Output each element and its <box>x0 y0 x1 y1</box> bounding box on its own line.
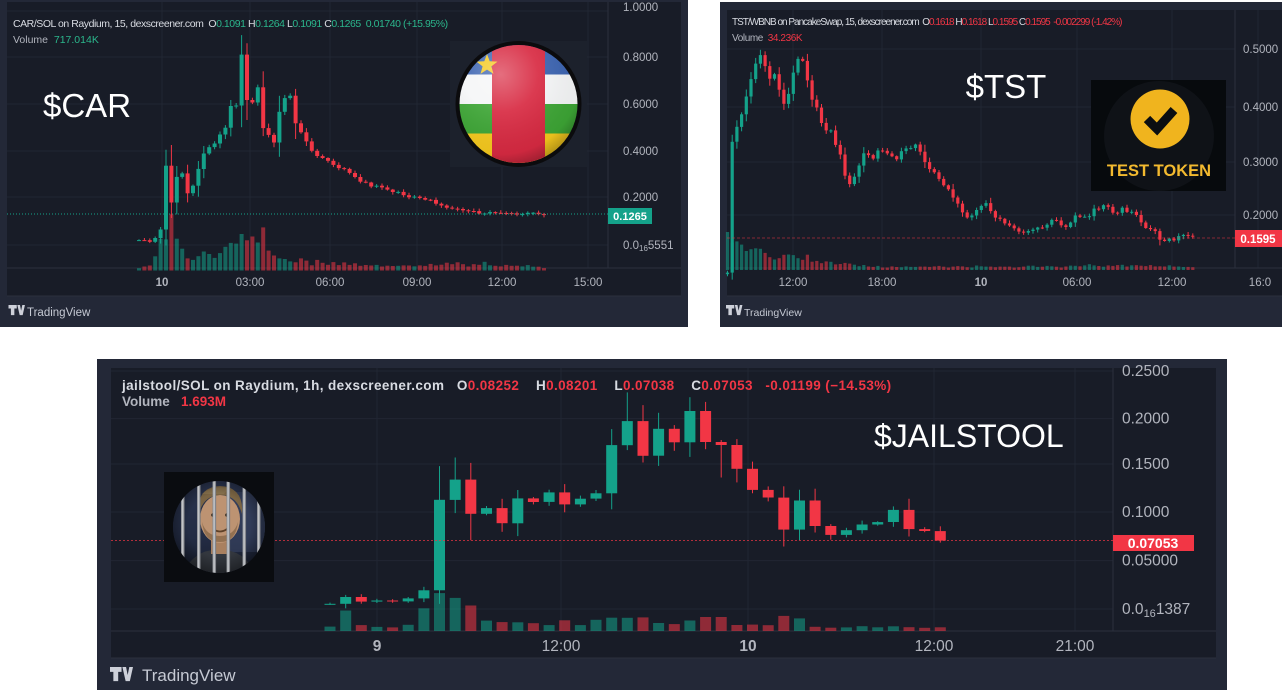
svg-text:$CAR: $CAR <box>43 87 131 124</box>
svg-text:CAR/SOL on Raydium, 15, dexscr: CAR/SOL on Raydium, 15, dexscreener.com … <box>13 18 448 30</box>
svg-text:9: 9 <box>373 638 382 655</box>
svg-text:0.2000: 0.2000 <box>1243 210 1278 222</box>
svg-text:0.4000: 0.4000 <box>1243 102 1278 114</box>
svg-text:Volume 1.693M: Volume 1.693M <box>122 394 226 409</box>
svg-text:0.2000: 0.2000 <box>1122 411 1170 428</box>
svg-text:jailstool/SOL on Raydium, 1h,: jailstool/SOL on Raydium, 1h, dexscreene… <box>121 378 892 393</box>
svg-text:12:00: 12:00 <box>488 277 517 289</box>
svg-text:06:00: 06:00 <box>1063 277 1092 289</box>
svg-text:0.1595: 0.1595 <box>1240 234 1276 246</box>
svg-text:0.1265: 0.1265 <box>613 211 647 223</box>
svg-text:12:00: 12:00 <box>542 638 581 655</box>
svg-text:16:0: 16:0 <box>1249 277 1271 289</box>
svg-text:0.1000: 0.1000 <box>1122 504 1170 521</box>
svg-text:03:00: 03:00 <box>236 277 265 289</box>
svg-text:0.3000: 0.3000 <box>1243 157 1278 169</box>
svg-text:1.0000: 1.0000 <box>623 2 658 14</box>
svg-text:12:00: 12:00 <box>915 638 954 655</box>
svg-text:TradingView: TradingView <box>142 666 236 685</box>
svg-text:0.8000: 0.8000 <box>623 52 658 64</box>
svg-text:TST/WBNB on PancakeSwap, 15, d: TST/WBNB on PancakeSwap, 15, dexscreener… <box>732 17 1122 28</box>
svg-text:0.6000: 0.6000 <box>623 99 658 111</box>
svg-text:15:00: 15:00 <box>574 277 603 289</box>
svg-text:10: 10 <box>975 277 988 289</box>
svg-text:Volume 717.014K: Volume 717.014K <box>13 34 99 46</box>
svg-text:09:00: 09:00 <box>403 277 432 289</box>
svg-text:0.2000: 0.2000 <box>623 192 658 204</box>
svg-text:0.2500: 0.2500 <box>1122 363 1170 380</box>
svg-text:12:00: 12:00 <box>1158 277 1187 289</box>
svg-text:$TST: $TST <box>966 68 1047 105</box>
svg-text:0.1500: 0.1500 <box>1122 456 1170 473</box>
svg-text:0.5000: 0.5000 <box>1243 44 1278 56</box>
svg-text:0.05000: 0.05000 <box>1122 553 1178 570</box>
svg-text:18:00: 18:00 <box>868 277 897 289</box>
svg-text:12:00: 12:00 <box>779 277 808 289</box>
svg-text:0.0165551: 0.0165551 <box>623 240 674 253</box>
svg-text:10: 10 <box>156 277 169 289</box>
svg-text:0.4000: 0.4000 <box>623 146 658 158</box>
svg-text:TEST TOKEN: TEST TOKEN <box>1107 162 1211 180</box>
svg-text:Volume 34.236K: Volume 34.236K <box>732 33 803 44</box>
svg-text:TradingView: TradingView <box>744 307 802 319</box>
svg-text:06:00: 06:00 <box>316 277 345 289</box>
svg-text:0.07053: 0.07053 <box>1128 535 1179 551</box>
svg-text:10: 10 <box>739 638 756 655</box>
svg-text:0.0161387: 0.0161387 <box>1122 601 1190 620</box>
svg-text:TradingView: TradingView <box>27 307 91 319</box>
svg-text:21:00: 21:00 <box>1056 638 1095 655</box>
svg-text:$JAILSTOOL: $JAILSTOOL <box>874 418 1064 454</box>
